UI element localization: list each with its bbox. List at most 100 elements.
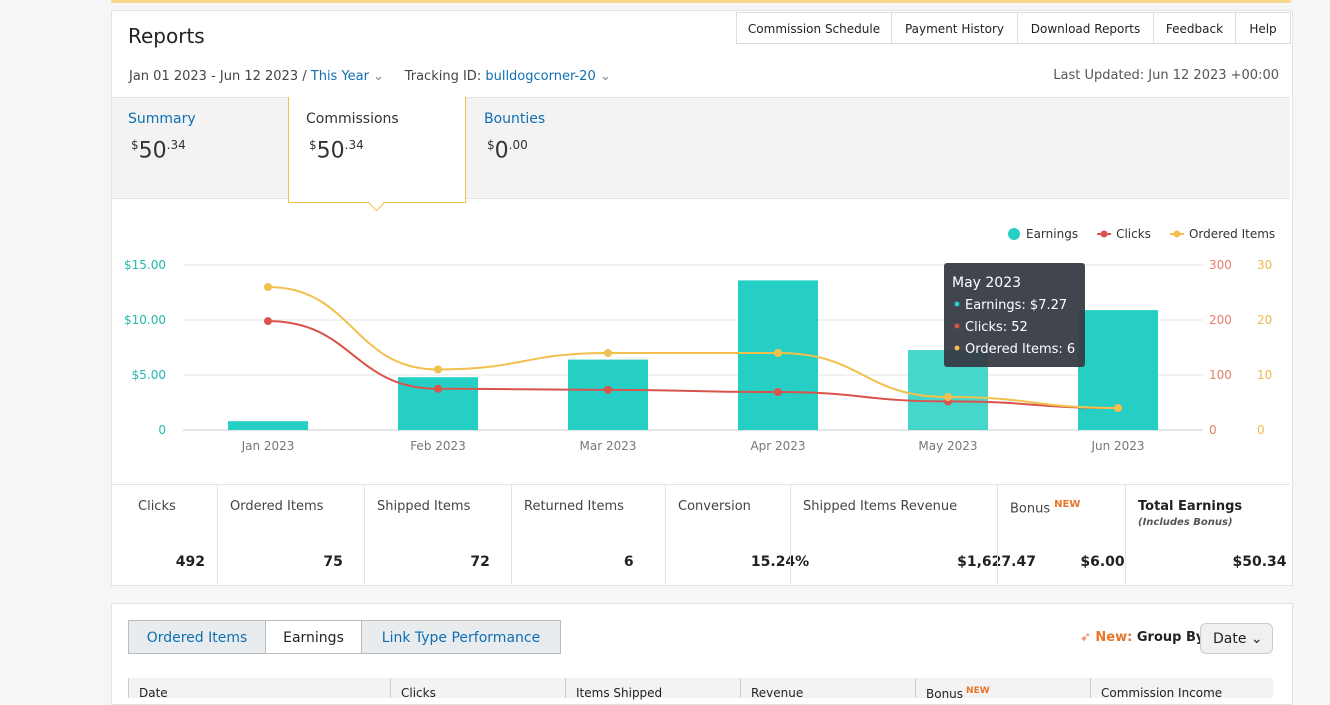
tab-amount: $0.00 [487,138,528,163]
point [264,283,272,291]
point [434,365,442,374]
nav-link[interactable]: Feedback [1153,12,1236,44]
column-label: Bonus [926,687,964,701]
stat-value: 492 [175,554,205,570]
column-header[interactable]: Clicks [390,678,565,700]
tooltip-line: Ordered Items: 6 [965,342,1075,357]
column-header[interactable]: Bonus NEW [915,678,1090,701]
stat-label: Shipped Items [377,499,471,514]
legend-label: Clicks [1116,227,1151,241]
stat-label: Clicks [138,499,176,514]
point [944,393,952,401]
legend-marker [1100,230,1108,238]
bar [568,359,648,430]
view-button[interactable]: Earnings [265,620,362,654]
y2-tick-label: 100 [1209,368,1232,382]
stat-label: Ordered Items [230,499,324,514]
new-badge: NEW [966,686,990,696]
fraction: .34 [344,138,364,152]
new-badge: NEW [1054,499,1081,510]
stat-value: $1,627.47 [957,554,1036,570]
caret: ⌄ [599,69,611,84]
stat: Ordered Items 75 [217,485,364,584]
whole: 50 [316,138,345,164]
tooltip-dot [954,301,960,307]
whole: 0 [494,138,509,164]
tab-label[interactable]: Summary [128,111,196,127]
stat-note: (Includes Bonus) [1138,517,1233,528]
tab-label[interactable]: Bounties [484,111,546,127]
stat-value: $6.00 [1080,554,1125,570]
stat-value: $50.34 [1232,554,1287,570]
nav-link[interactable]: Commission Schedule [736,12,892,44]
y2-tick-label: 200 [1209,313,1232,327]
bar [228,421,308,430]
divider [112,484,1290,485]
column-label: Clicks [401,686,436,700]
stat-label: Returned Items [524,499,624,514]
x-tick-label: Jun 2023 [1090,439,1144,453]
date-row: Jan 01 2023 - Jun 12 2023 / This Year ⌄ … [129,69,611,84]
legend-marker [1173,230,1181,238]
active-tab[interactable] [288,97,466,203]
stat: Conversion 15.24% [665,485,809,584]
nav-link[interactable]: Help [1235,12,1291,44]
point [604,385,612,394]
y-tick-label: $5.00 [132,368,166,382]
legend-marker [1008,228,1020,240]
last-updated: Last Updated: Jun 12 2023 +00:00 [1053,68,1279,83]
top-strip [111,0,1291,3]
fraction: .00 [508,138,528,152]
x-tick-label: Feb 2023 [410,439,466,453]
y-tick-label: $15.00 [124,258,166,272]
tab-amount: $50.34 [309,138,364,163]
stat-label: Conversion [678,499,751,514]
y-tick-label: 0 [158,423,166,437]
column-header[interactable]: Date [128,678,390,700]
period[interactable]: This Year [310,69,369,84]
tooltip-title: May 2023 [952,275,1021,291]
select-value: Date [1213,631,1247,647]
column-label: Commission Income [1101,686,1223,700]
currency: $ [131,138,139,152]
tooltip-line: Earnings: $7.27 [965,298,1067,313]
title: Reports [128,24,205,48]
tooltip-line: Clicks: 52 [965,320,1028,335]
stat-label: Bonus [1010,501,1051,517]
y3-tick-label: 30 [1257,258,1272,272]
column-label: Revenue [751,686,804,700]
view-button[interactable]: Link Type Performance [361,620,561,654]
currency: $ [309,138,317,152]
group-select[interactable]: Date ⌄ [1200,623,1273,654]
column-header[interactable]: Revenue [740,678,915,700]
column-label: Date [139,686,168,700]
point [604,349,612,357]
stat: Returned Items 6 [511,485,665,584]
date-range: Jan 01 2023 - Jun 12 2023 [129,69,299,84]
line [267,286,1119,409]
tracking-id[interactable]: bulldogcorner-20 [485,69,596,84]
view-button[interactable]: Ordered Items [128,620,266,654]
y3-tick-label: 10 [1257,368,1272,382]
column-header[interactable]: Items Shipped [565,678,740,700]
tab-label[interactable]: Commissions [306,111,399,127]
caret: ⌄ [373,69,385,84]
stat: Shipped Items Revenue $1,627.47 [790,485,1036,584]
y2-tick-label: 300 [1209,258,1232,272]
y2-tick-label: 0 [1209,423,1217,437]
stat-value: 72 [470,554,490,570]
group-by: ➶ New: Group By: [1080,630,1210,645]
x-tick-label: Mar 2023 [580,439,637,453]
y-tick-label: $10.00 [124,313,166,327]
tooltip [944,263,1085,367]
nav-link[interactable]: Payment History [891,12,1018,44]
nav-link[interactable]: Download Reports [1017,12,1154,44]
point [774,388,782,397]
column-label: Items Shipped [576,686,663,700]
new-text: New: [1095,630,1133,645]
column-header[interactable]: Commission Income [1090,678,1273,700]
whole: 50 [138,138,167,164]
x-tick-label: Jan 2023 [241,439,295,453]
point [1114,404,1122,412]
